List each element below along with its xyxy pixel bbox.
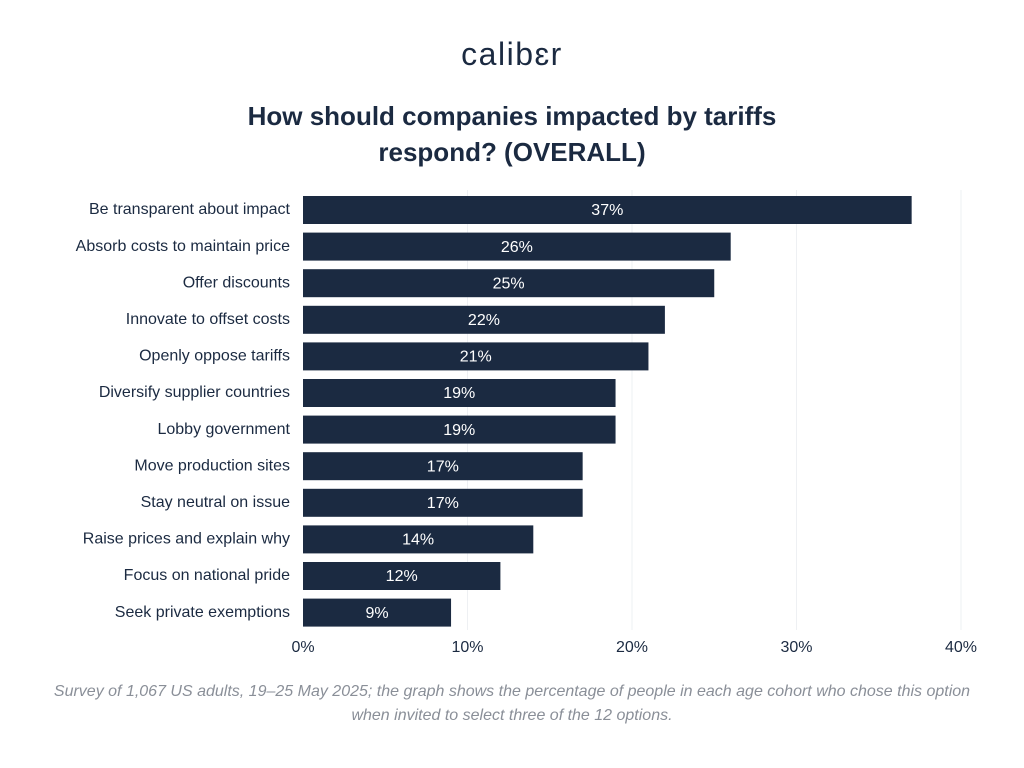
chart-title: How should companies impacted by tariffs…: [247, 101, 777, 167]
category-label: Offer discounts: [183, 274, 290, 291]
bar-value-label: 22%: [468, 312, 500, 329]
bar: [303, 342, 649, 371]
bar: [303, 488, 583, 517]
bar: [303, 415, 616, 444]
bar-value-label: 19%: [443, 385, 475, 402]
x-tick-label: 0%: [291, 639, 314, 656]
bar: [303, 379, 616, 407]
bar-value-label: 12%: [386, 568, 418, 585]
category-label: Absorb costs to maintain price: [76, 238, 290, 255]
brand-logo: calibɛr: [461, 36, 563, 72]
category-label: Diversify supplier countries: [99, 384, 290, 401]
x-tick-label: 20%: [616, 639, 648, 656]
bar-value-label: 14%: [402, 532, 434, 549]
bar-value-label: 21%: [460, 349, 492, 366]
bar-value-label: 26%: [501, 239, 533, 256]
bar-value-label: 17%: [427, 458, 459, 475]
category-label: Move production sites: [134, 457, 290, 474]
bar: [303, 196, 912, 224]
bar: [303, 269, 715, 298]
bar: [303, 305, 665, 334]
x-tick-label: 30%: [780, 639, 812, 656]
x-tick-label: 40%: [945, 639, 977, 656]
category-labels: Be transparent about impact Absorb costs …: [76, 201, 291, 621]
bar: [303, 452, 583, 481]
category-label: Openly oppose tariffs: [139, 348, 290, 365]
chart-footnote: Survey of 1,067 US adults, 19–25 May 202…: [53, 683, 971, 724]
bars: 37% 26% 25% 22% 21% 19% 19% 17% 17% 14% 12% 9%: [303, 196, 912, 627]
category-label: Stay neutral on issue: [141, 494, 291, 511]
bar: [303, 562, 501, 590]
bar-value-label: 17%: [427, 495, 459, 512]
x-axis-ticks: 0% 10% 20% 30% 40%: [291, 639, 977, 656]
bar: [303, 525, 534, 554]
gridlines: [467, 190, 962, 630]
category-label: Innovate to offset costs: [126, 311, 290, 328]
bar-value-label: 37%: [591, 202, 623, 219]
bar-value-label: 25%: [493, 275, 525, 292]
category-label: Be transparent about impact: [89, 201, 291, 218]
bar-value-label: 9%: [365, 605, 388, 622]
category-label: Lobby government: [157, 421, 290, 438]
category-label: Raise prices and explain why: [83, 531, 290, 548]
bar: [303, 598, 452, 627]
bar: [303, 232, 731, 261]
x-tick-label: 10%: [451, 639, 483, 656]
category-label: Focus on national pride: [124, 567, 290, 584]
bar-value-label: 19%: [443, 422, 475, 439]
category-label: Seek private exemptions: [115, 604, 290, 621]
